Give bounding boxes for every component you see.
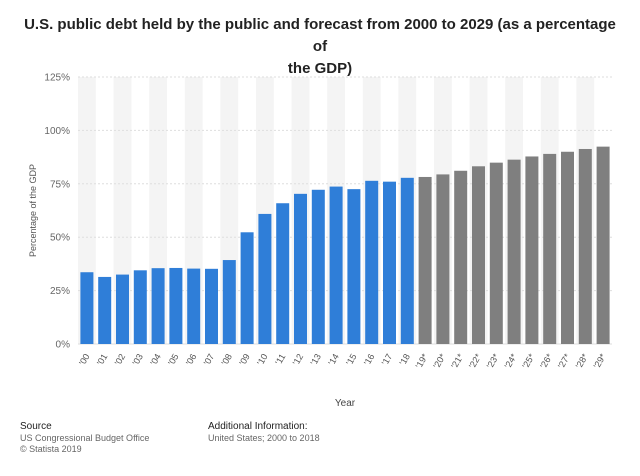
y-tick-label: 25% xyxy=(50,286,70,297)
y-tick-label: 125% xyxy=(44,73,70,84)
x-tick-label: '15 xyxy=(344,352,359,367)
source-block: Source US Congressional Budget Office © … xyxy=(20,421,149,455)
actual-bar xyxy=(365,180,379,344)
forecast-bar xyxy=(472,166,485,344)
actual-bar xyxy=(116,274,129,344)
x-tick-label: '24* xyxy=(503,352,520,371)
actual-bar xyxy=(347,189,361,344)
actual-bar xyxy=(400,177,414,344)
x-tick-label: '08 xyxy=(220,352,235,367)
y-tick-label: 50% xyxy=(50,233,70,244)
chart-title: U.S. public debt held by the public and … xyxy=(20,14,620,80)
actual-bar xyxy=(294,193,307,344)
actual-bar xyxy=(258,213,272,344)
x-tick-label: '20* xyxy=(431,352,448,371)
x-tick-label: '29* xyxy=(592,352,609,371)
forecast-bar xyxy=(596,146,610,344)
x-tick-label: '04 xyxy=(148,352,163,367)
x-tick-label: '22* xyxy=(467,352,484,371)
x-tick-label: '10 xyxy=(255,352,270,367)
actual-bar xyxy=(383,181,396,344)
actual-bar xyxy=(80,272,94,344)
x-tick-label: '26* xyxy=(538,352,555,371)
x-tick-label: '28* xyxy=(574,352,591,371)
actual-bar xyxy=(205,268,218,344)
additional-info-text: United States; 2000 to 2018 xyxy=(208,433,320,443)
y-axis-label: Percentage of the GDP xyxy=(28,164,38,257)
y-tick-label: 100% xyxy=(44,126,70,137)
x-tick-label: '23* xyxy=(485,352,502,371)
forecast-bar xyxy=(436,174,450,344)
actual-bar xyxy=(169,267,183,344)
forecast-bar xyxy=(489,162,503,344)
y-tick-label: 0% xyxy=(56,340,71,351)
x-tick-label: '21* xyxy=(449,352,466,371)
x-tick-label: '05 xyxy=(166,352,181,367)
x-tick-label: '03 xyxy=(131,352,146,367)
x-tick-label: '07 xyxy=(202,352,217,367)
x-tick-label: '06 xyxy=(184,352,199,367)
chart-title-line-2: the GDP) xyxy=(287,60,353,77)
x-tick-label: '18 xyxy=(398,352,413,367)
actual-bar xyxy=(133,270,147,344)
x-tick-label: '02 xyxy=(113,352,128,367)
x-tick-label: '14 xyxy=(326,352,341,367)
forecast-bar xyxy=(525,156,539,344)
source-heading: Source xyxy=(20,421,52,432)
additional-info-block: Additional Information: United States; 2… xyxy=(208,421,320,444)
forecast-bar xyxy=(454,170,468,344)
actual-bar xyxy=(151,268,165,344)
actual-bar xyxy=(329,186,343,344)
x-tick-label: '27* xyxy=(556,352,573,371)
x-tick-label: '00 xyxy=(77,352,92,367)
x-tick-label: '13 xyxy=(309,352,324,367)
actual-bar xyxy=(276,203,290,344)
chart-title-line-1: U.S. public debt held by the public and … xyxy=(24,16,616,55)
actual-bar xyxy=(222,260,236,344)
additional-info-heading: Additional Information: xyxy=(208,421,308,432)
forecast-bar xyxy=(507,159,521,344)
source-name: US Congressional Budget Office xyxy=(20,433,150,443)
actual-bar xyxy=(187,268,201,344)
forecast-bar xyxy=(418,176,432,344)
y-tick-label: 75% xyxy=(50,179,70,190)
x-tick-label: '09 xyxy=(237,352,252,367)
actual-bar xyxy=(98,276,112,344)
x-tick-label: '19* xyxy=(414,352,431,371)
actual-bar xyxy=(240,232,254,344)
x-tick-label: '12 xyxy=(291,352,306,367)
copyright-text: © Statista 2019 xyxy=(20,444,82,454)
x-tick-label: '16 xyxy=(362,352,377,367)
forecast-bar xyxy=(543,153,557,344)
forecast-bar xyxy=(578,148,592,344)
forecast-bar xyxy=(561,151,574,344)
x-axis-label: Year xyxy=(335,398,356,409)
actual-bar xyxy=(311,189,325,344)
x-tick-label: '11 xyxy=(273,352,287,367)
x-tick-label: '17 xyxy=(380,352,395,367)
x-tick-label: '25* xyxy=(520,352,537,371)
x-tick-label: '01 xyxy=(95,352,110,367)
